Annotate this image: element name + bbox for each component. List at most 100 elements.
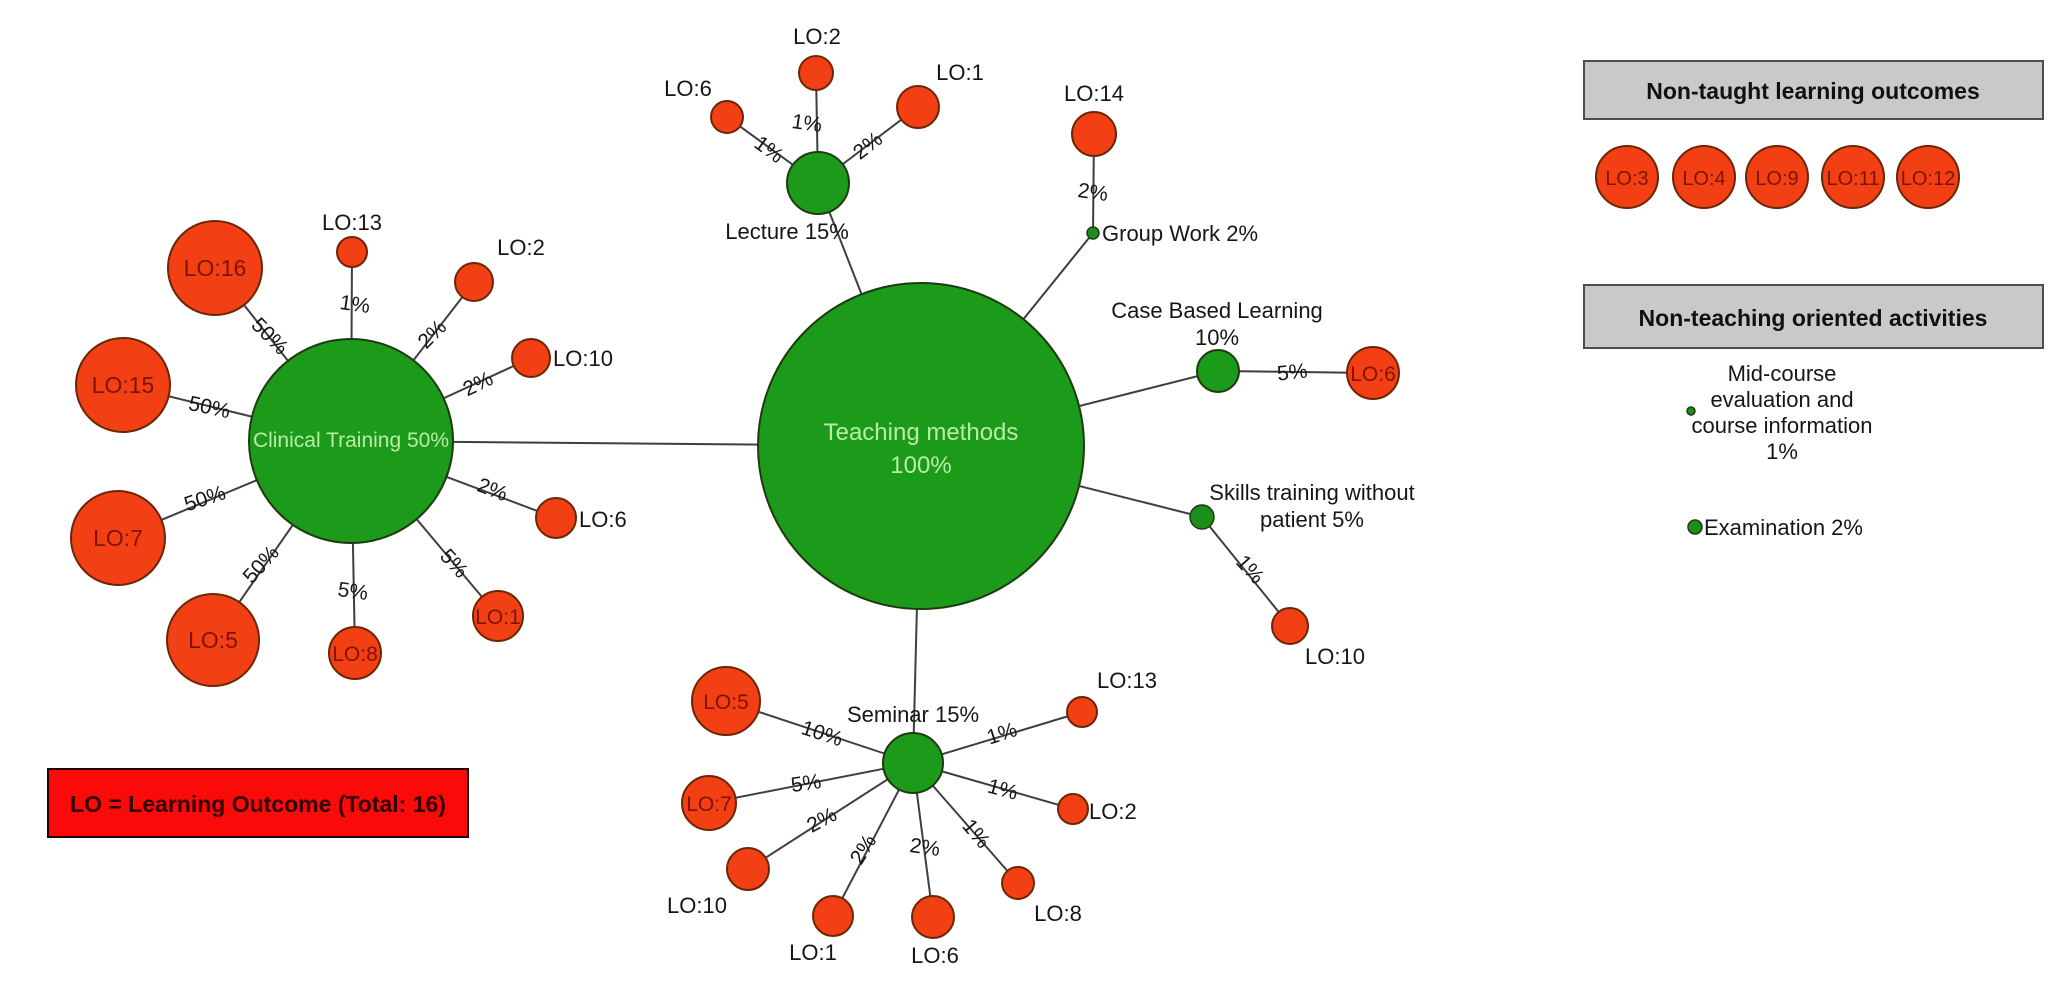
- clinical-training-label: Clinical Training 50%: [253, 429, 449, 452]
- non-teaching-title: Non-teaching oriented activities: [1639, 305, 1988, 331]
- examination-label: Examination 2%: [1704, 515, 1863, 540]
- non-taught-header-box: [1583, 60, 2044, 120]
- lo-label: LO:2: [497, 235, 545, 260]
- skills-lo10-node: [1271, 607, 1309, 645]
- lo-label: LO:14: [1064, 81, 1124, 106]
- teaching-methods-node: [757, 282, 1085, 610]
- lo-label: LO:16: [184, 255, 247, 281]
- edge-pct-label: 5%: [1276, 360, 1309, 386]
- edge-pct-label: 5%: [336, 578, 369, 605]
- groupwork-lo14-node: [1071, 111, 1117, 157]
- lo-label: LO:13: [322, 210, 382, 235]
- edge-pct-label: 50%: [181, 481, 228, 516]
- clinical-lo16-node: [167, 220, 263, 316]
- clinical-training-node: [248, 338, 454, 544]
- seminar-node: [882, 732, 944, 794]
- clinical-training-cluster: Clinical Training 50% LO:16 50% LO:13 1%…: [70, 210, 627, 687]
- lo-label: LO:2: [1089, 799, 1137, 824]
- lo-label: LO:12: [1901, 168, 1955, 190]
- nontaught-lo3-node: [1595, 145, 1659, 209]
- lo-label: LO:2: [793, 24, 841, 49]
- examination-node: [1687, 519, 1703, 535]
- clinical-lo1-node: [472, 590, 524, 642]
- nontaught-lo9-node: [1745, 145, 1809, 209]
- edge-pct-label: 1%: [338, 291, 371, 318]
- edge-pct-label: 1%: [790, 110, 823, 137]
- seminar-lo2-node: [1057, 793, 1089, 825]
- lo-label: LO:10: [553, 346, 613, 371]
- edge-pct-label: 2%: [846, 831, 882, 869]
- lo-label: LO:6: [664, 76, 712, 101]
- clinical-lo5-node: [166, 593, 260, 687]
- non-taught-title: Non-taught learning outcomes: [1646, 78, 1980, 104]
- seminar-lo6-node: [911, 895, 955, 939]
- lecture-node: [786, 151, 850, 215]
- edge-pct-label: 1%: [1231, 551, 1268, 589]
- seminar-label: Seminar 15%: [847, 702, 979, 727]
- non-teaching-header-box: [1583, 284, 2044, 349]
- teaching-methods-cluster: Teaching methods 100%: [757, 282, 1085, 610]
- lo-label: LO:1: [475, 606, 521, 629]
- lo-label: LO:10: [667, 893, 727, 918]
- lo-label: LO:13: [1097, 668, 1157, 693]
- seminar-lo7-node: [681, 775, 737, 831]
- edge-pct-label: 50%: [186, 392, 232, 423]
- lo-label: LO:5: [188, 627, 238, 653]
- legend-text: LO = Learning Outcome (Total: 16): [70, 791, 446, 817]
- midcourse-label-line3: course information: [1692, 413, 1873, 438]
- seminar-lo5-node: [691, 666, 761, 736]
- edge-pct-label: 2%: [474, 474, 511, 506]
- skills-label-line1: Skills training without: [1209, 480, 1414, 505]
- group-work-node: [1086, 226, 1100, 240]
- skills-training-node: [1189, 504, 1215, 530]
- lecture-cluster: Lecture 15% LO:6 1% LO:2 1% LO:1 2%: [664, 24, 984, 244]
- lo-label: LO:6: [1350, 363, 1396, 386]
- lo-label: LO:3: [1605, 168, 1648, 190]
- seminar-cluster: Seminar 15% LO:5 10% LO:7 5% LO:10 2% LO…: [667, 666, 1157, 968]
- legend: LO = Learning Outcome (Total: 16): [47, 768, 469, 838]
- midcourse-label-line1: Mid-course: [1728, 361, 1837, 386]
- edge-pct-label: 1%: [985, 775, 1020, 805]
- midcourse-label-line4: 1%: [1766, 439, 1798, 464]
- seminar-lo1-node: [812, 895, 854, 937]
- skills-label-line2: patient 5%: [1260, 507, 1364, 532]
- edge-skills-lo10: [1201, 516, 1291, 627]
- seminar-lo8-node: [1001, 866, 1035, 900]
- lo-label: LO:7: [93, 525, 143, 551]
- lecture-lo1-node: [896, 85, 940, 129]
- case-based-learning-node: [1196, 349, 1240, 393]
- edge-pct-label: 2%: [803, 803, 841, 838]
- teaching-methods-label-line2: 100%: [890, 452, 951, 479]
- edge-seminar-lo10: [747, 762, 914, 870]
- lecture-lo6-node: [710, 100, 744, 134]
- clinical-lo7-node: [70, 490, 166, 586]
- edge-pct-label: 50%: [247, 313, 293, 359]
- edge-pct-label: 5%: [789, 770, 822, 797]
- edge-pct-label: 2%: [908, 834, 941, 861]
- cbl-label-line1: Case Based Learning: [1111, 298, 1323, 323]
- clinical-lo10-node: [511, 338, 551, 378]
- lo-label: LO:9: [1755, 168, 1798, 190]
- non-teaching-panel: Non-teaching oriented activities Mid-cou…: [1583, 284, 2044, 540]
- lo-label: LO:6: [579, 507, 627, 532]
- lo-label: LO:10: [1305, 644, 1365, 669]
- edge-pct-label: 2%: [849, 127, 887, 164]
- clinical-lo2-node: [454, 262, 494, 302]
- cbl-label-line2: 10%: [1195, 325, 1239, 350]
- seminar-lo13-node: [1066, 696, 1098, 728]
- lo-label: LO:15: [92, 372, 155, 398]
- seminar-lo10-node: [726, 847, 770, 891]
- lo-label: LO:1: [936, 60, 984, 85]
- lecture-label: Lecture 15%: [725, 219, 849, 244]
- edge-pct-label: 2%: [459, 367, 496, 401]
- edge-pct-label: 10%: [798, 716, 845, 751]
- lo-label: LO:8: [1034, 901, 1082, 926]
- lo-label: LO:1: [789, 940, 837, 965]
- lo-label: LO:4: [1682, 168, 1725, 190]
- edge-pct-label: 2%: [1076, 179, 1109, 206]
- midcourse-node: [1686, 406, 1696, 416]
- legend-box: [47, 768, 469, 838]
- clinical-lo13-node: [336, 236, 368, 268]
- nontaught-lo11-node: [1821, 145, 1885, 209]
